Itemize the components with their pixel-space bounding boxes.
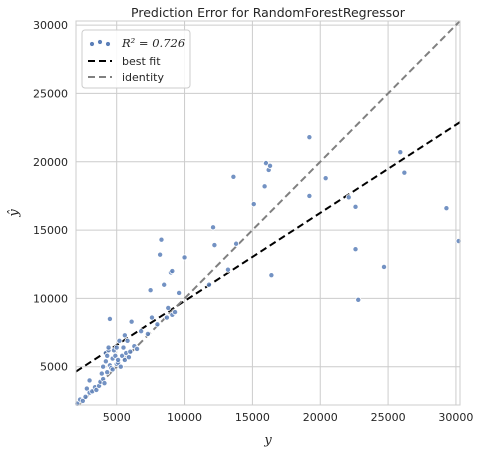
scatter-point (181, 254, 188, 261)
scatter-point (115, 356, 122, 363)
scatter-point (127, 348, 134, 355)
y-tick-label: 5000 (40, 361, 68, 374)
fit-lines (76, 21, 460, 405)
scatter-point (105, 344, 112, 351)
scatter-point (83, 385, 90, 392)
scatter-point (124, 337, 131, 344)
scatter-point (352, 246, 359, 253)
scatter-point (121, 332, 128, 339)
scatter-point (355, 296, 362, 303)
y-tick-label: 25000 (33, 87, 68, 100)
y-tick-label: 30000 (33, 19, 68, 32)
x-tick-label: 15000 (235, 411, 270, 424)
scatter-point (262, 160, 269, 167)
scatter-point (120, 344, 127, 351)
identity-line (77, 21, 460, 405)
legend-marker-points (97, 39, 103, 45)
scatter-point (211, 242, 218, 249)
x-tick-label: 10000 (167, 411, 202, 424)
legend-label-identity: identity (122, 71, 164, 84)
scatter-point (261, 183, 268, 190)
scatter-point (113, 344, 120, 351)
legend-label-r2: R² = 0.726 (121, 36, 185, 50)
scatter-point (134, 345, 141, 352)
scatter-point (172, 309, 179, 316)
x-tick-label: 30000 (438, 411, 473, 424)
scatter-points (74, 134, 462, 407)
scatter-point (322, 175, 329, 182)
scatter-point (267, 162, 274, 169)
x-tick-label: 25000 (371, 411, 406, 424)
scatter-point (397, 149, 404, 156)
scatter-point (138, 328, 145, 335)
x-tick-labels: 5000 10000 15000 20000 25000 30000 (103, 411, 474, 424)
scatter-point (79, 397, 86, 404)
scatter-point (230, 173, 237, 180)
scatter-point (101, 380, 108, 387)
y-tick-labels: 5000 10000 15000 20000 25000 30000 (33, 19, 68, 374)
scatter-point (116, 337, 123, 344)
y-tick-label: 15000 (33, 224, 68, 237)
legend-marker-points (89, 41, 95, 47)
plot-frame (75, 20, 461, 406)
scatter-point (148, 314, 155, 321)
scatter-point (86, 377, 93, 384)
scatter-point (119, 352, 126, 359)
scatter-point (233, 240, 240, 247)
scatter-point (112, 352, 119, 359)
scatter-point (176, 289, 183, 296)
legend-label-best-fit: best fit (122, 55, 161, 68)
scatter-point (401, 169, 408, 176)
scatter-point (345, 194, 352, 201)
scatter-point (224, 266, 231, 273)
scatter-point (157, 251, 164, 258)
x-axis-label: y (263, 433, 272, 448)
scatter-point (381, 263, 388, 270)
y-axis-label: ŷ (7, 209, 22, 218)
scatter-point (158, 236, 165, 243)
legend-marker-points (105, 41, 111, 47)
scatter-point (102, 358, 109, 365)
scatter-point (104, 352, 111, 359)
scatter-point (98, 370, 105, 377)
scatter-point (161, 281, 168, 288)
scatter-point (205, 281, 212, 288)
scatter-point (306, 134, 313, 141)
scatter-point (154, 321, 161, 328)
scatter-point (169, 268, 176, 275)
scatter-point (93, 386, 100, 393)
scatter-point (117, 363, 124, 370)
scatter-point (104, 369, 111, 376)
x-tick-label: 20000 (303, 411, 338, 424)
scatter-point (210, 224, 217, 231)
scatter-point (352, 203, 359, 210)
scatter-point (106, 315, 113, 322)
scatter-point (125, 354, 132, 361)
scatter-point (165, 304, 172, 311)
scatter-point (82, 393, 89, 400)
y-tick-label: 20000 (33, 156, 68, 169)
legend: R² = 0.726 best fit identity (81, 29, 191, 89)
scatter-point (147, 287, 154, 294)
scatter-point (109, 366, 116, 373)
scatter-point (121, 356, 128, 363)
scatter-point (100, 363, 107, 370)
scatter-point (306, 192, 313, 199)
scatter-point (163, 314, 170, 321)
scatter-point (144, 330, 151, 337)
chart-title: Prediction Error for RandomForestRegress… (131, 5, 406, 20)
scatter-point (443, 205, 450, 212)
scatter-point (250, 201, 257, 208)
y-tick-label: 10000 (33, 292, 68, 305)
x-tick-label: 5000 (103, 411, 131, 424)
scatter-point (128, 318, 135, 325)
scatter-point (268, 272, 275, 279)
